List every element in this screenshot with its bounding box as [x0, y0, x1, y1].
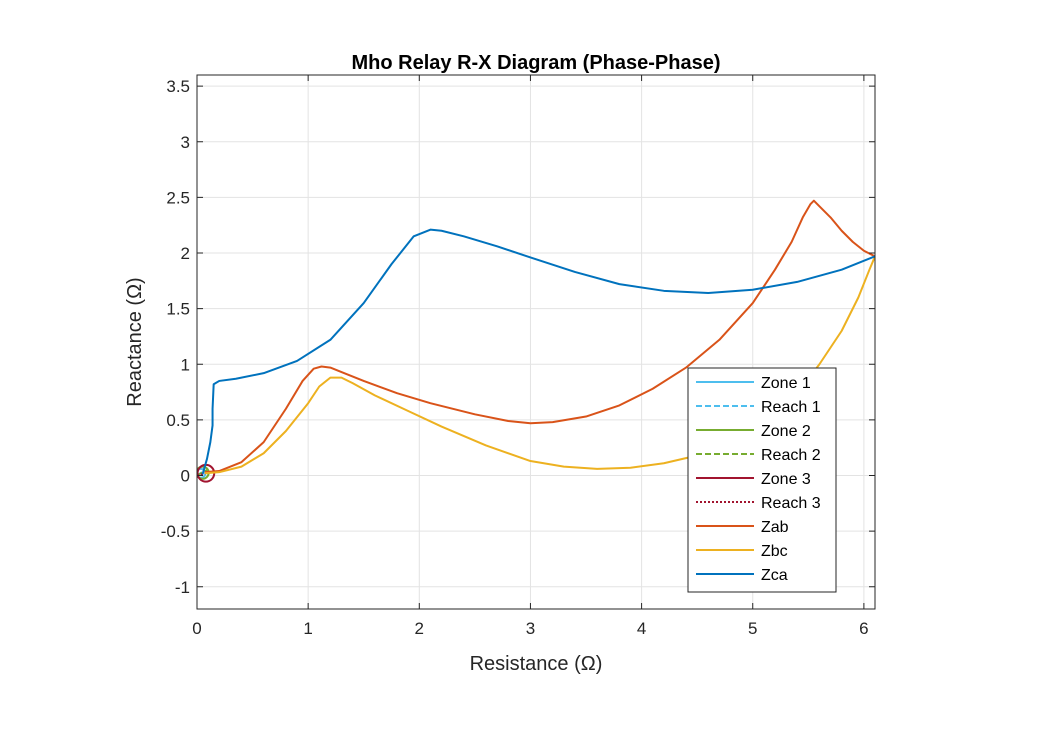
legend: Zone 1 Reach 1 Zone 2 Reach 2 Zone 3 Reach 3 Z… — [687, 367, 837, 593]
series-zab — [204, 199, 875, 474]
y-tick-label: -0.5 — [161, 522, 190, 541]
y-tick-label: 1.5 — [166, 300, 190, 319]
y-tick-label: 3.5 — [166, 77, 190, 96]
plot-frame — [196, 74, 876, 610]
ticks: 0 1 2 3 4 5 6 -1 -0.5 0 0.5 1 1.5 2 2.5 3 3.5 — [161, 75, 875, 638]
x-tick-label: 3 — [526, 619, 535, 638]
y-tick-label: 2 — [181, 244, 190, 263]
y-tick-label: 0.5 — [166, 411, 190, 430]
x-tick-label: 0 — [192, 619, 201, 638]
y-tick-label: 1 — [181, 355, 190, 374]
x-tick-label: 1 — [303, 619, 312, 638]
x-tick-label: 2 — [415, 619, 424, 638]
legend-label-zone-3: Zone 3 — [761, 471, 811, 488]
chart-title: Mho Relay R-X Diagram (Phase-Phase) — [352, 52, 721, 74]
x-tick-label: 4 — [637, 619, 646, 638]
legend-box — [687, 367, 837, 593]
legend-label-zab: Zab — [761, 519, 789, 536]
legend-label-zone-2: Zone 2 — [761, 423, 811, 440]
y-tick-label: 2.5 — [166, 188, 190, 207]
x-tick-label: 5 — [748, 619, 757, 638]
legend-label-reach-1: Reach 1 — [761, 399, 821, 416]
legend-label-reach-2: Reach 2 — [761, 447, 821, 464]
series-zca — [201, 228, 875, 475]
legend-label-zone-1: Zone 1 — [761, 375, 811, 392]
legend-label-zbc: Zbc — [761, 543, 788, 560]
y-tick-label: -1 — [175, 578, 190, 597]
legend-label-zca: Zca — [761, 567, 788, 584]
x-axis-label: Resistance (Ω) — [470, 653, 603, 675]
x-tick-label: 6 — [859, 619, 868, 638]
y-tick-label: 3 — [181, 133, 190, 152]
legend-label-reach-3: Reach 3 — [761, 495, 821, 512]
y-tick-label: 0 — [181, 467, 190, 486]
y-axis-label: Reactance (Ω) — [124, 277, 146, 406]
